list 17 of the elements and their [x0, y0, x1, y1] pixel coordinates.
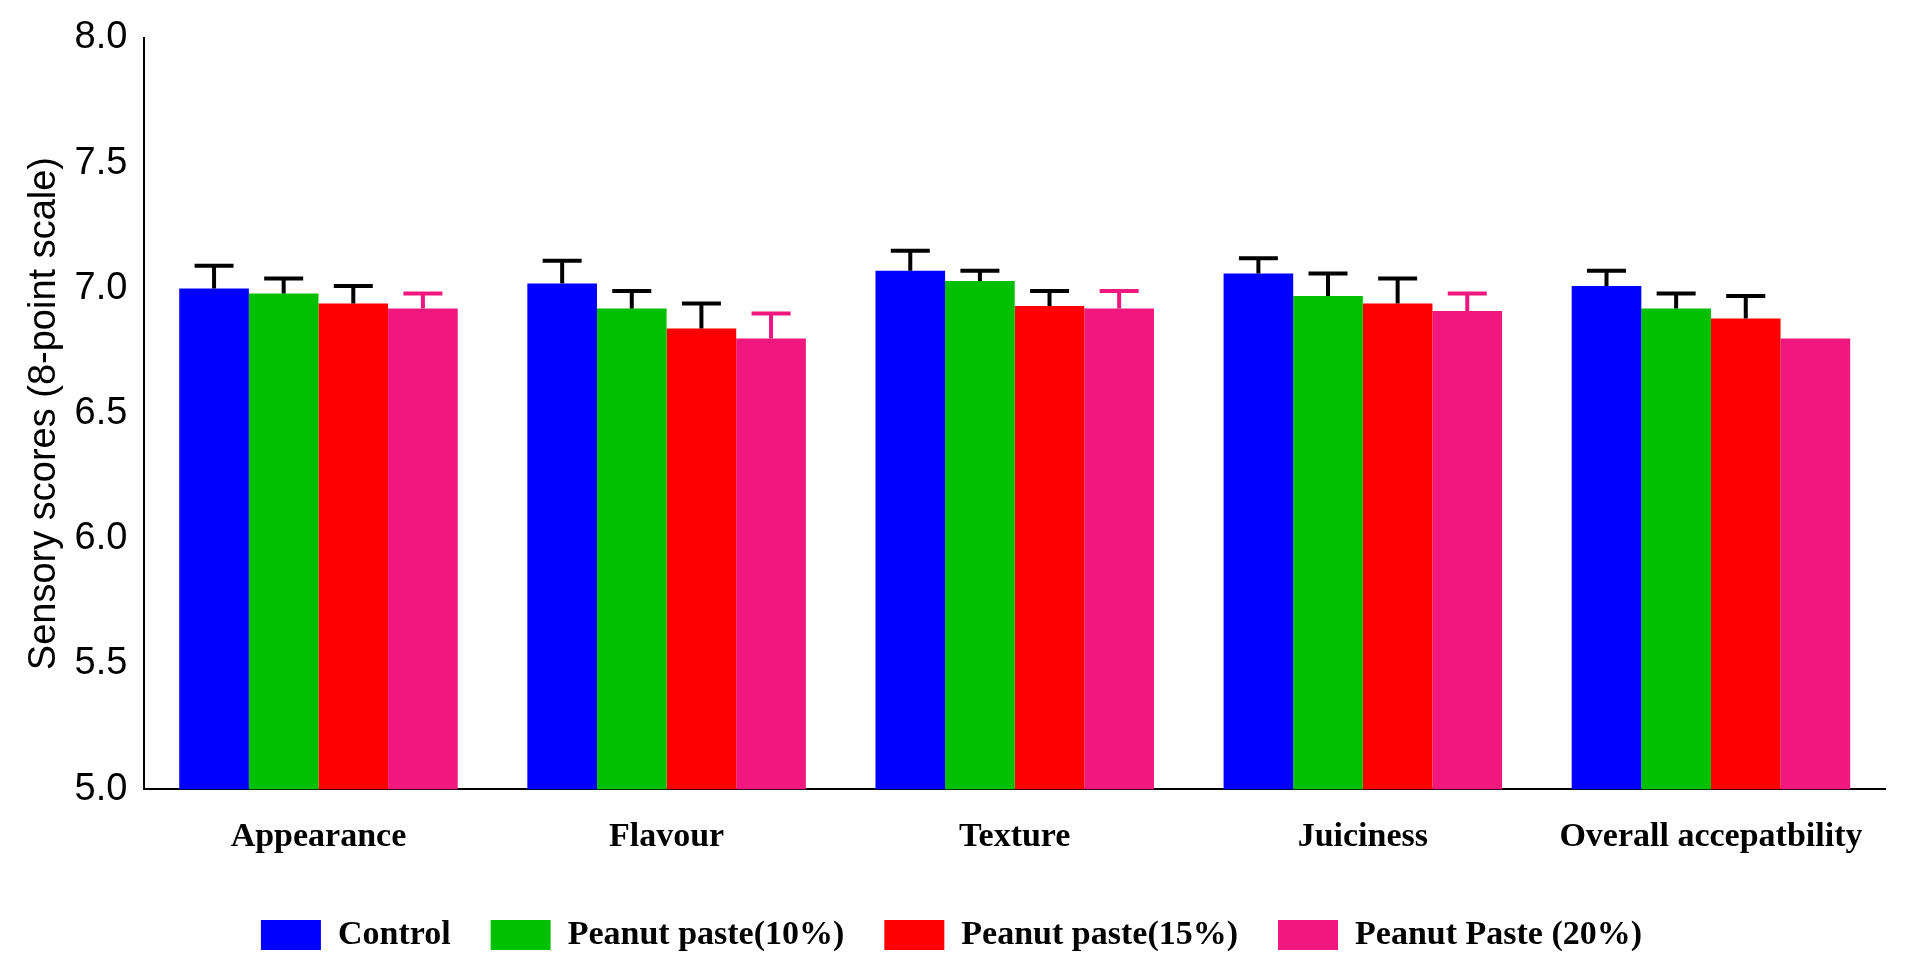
y-tick-label: 6.0 — [74, 515, 128, 558]
y-tick-label: 7.5 — [74, 139, 128, 182]
legend-label: Control — [337, 913, 451, 951]
legend-label: Peanut paste(10%) — [567, 913, 845, 952]
y-tick-label: 8.0 — [74, 14, 128, 57]
x-tick-label: Juiciness — [1297, 816, 1429, 854]
x-tick-label: Overall accepatbility — [1559, 816, 1863, 854]
x-tick-label: Appearance — [230, 816, 407, 854]
legend-label: Peanut paste(15%) — [961, 913, 1239, 952]
y-axis-title: Sensory scores (8-point scale) — [21, 156, 64, 671]
legend-label: Peanut Paste (20%) — [1355, 913, 1643, 952]
x-tick-label: Texture — [958, 816, 1071, 854]
x-tick-label: Flavour — [608, 816, 725, 854]
y-tick-label: 6.5 — [74, 390, 128, 433]
y-tick-label: 7.0 — [74, 264, 128, 307]
y-tick-label: 5.0 — [74, 765, 128, 808]
y-tick-label: 5.5 — [74, 640, 128, 683]
